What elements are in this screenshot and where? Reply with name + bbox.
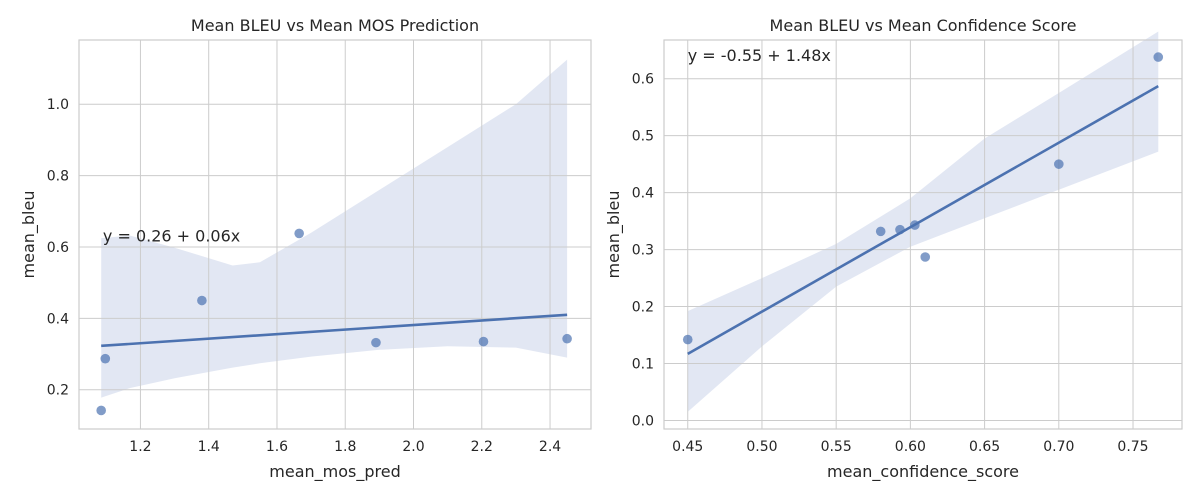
left-y-tick-label: 0.8 [47,169,69,185]
right-y-tick-label: 0.5 [632,129,654,145]
left-data-point [371,337,381,348]
left-y-axis-label: mean_bleu [19,191,39,279]
left-regression-equation: y = 0.26 + 0.06x [103,226,240,245]
left-y-tick-label: 0.4 [47,311,69,327]
right-x-tick-label: 0.50 [746,439,777,455]
left-data-point [478,336,489,347]
left-data-point [96,405,106,416]
right-data-point [895,224,905,235]
left-y-tick-label: 0.6 [47,240,69,256]
right-x-tick-label: 0.45 [672,439,703,455]
left-x-tick-label: 1.6 [266,439,288,455]
left-x-tick-label: 1.4 [198,439,220,455]
right-y-tick-label: 0.0 [632,413,654,429]
left-data-point [294,228,304,239]
right-data-point [682,334,693,345]
left-y-tick-label: 1.0 [47,97,69,113]
right-x-tick-label: 0.65 [969,439,1000,455]
right-regression-equation: y = -0.55 + 1.48x [688,46,831,65]
left-data-point [562,333,572,344]
right-data-point [910,220,920,230]
left-confidence-band [101,59,568,398]
right-data-point [1054,159,1064,169]
left-y-tick-label: 0.2 [47,383,69,399]
right-x-tick-label: 0.75 [1117,439,1148,455]
right-y-tick-label: 0.1 [632,357,654,373]
left-data-point [100,353,111,364]
right-y-axis-label: mean_bleu [604,191,624,279]
right-x-tick-label: 0.70 [1043,439,1074,455]
right-y-tick-label: 0.4 [632,186,654,202]
right-chart-panel: 0.45 0.50 0.55 0.60 0.65 0.70 0.75 0.0 0.1 0.2 0.3… [604,16,1183,482]
right-data-point [920,252,931,262]
right-y-tick-label: 0.3 [632,243,654,259]
right-data-point [875,226,886,237]
left-x-tick-label: 2.2 [471,439,493,455]
left-x-tick-label: 1.8 [334,439,356,455]
left-x-tick-label: 2.0 [402,439,424,455]
right-x-axis-label: mean_confidence_score [827,462,1019,482]
left-chart-panel: 1.2 1.4 1.6 1.8 2.0 2.2 2.4 0.2 0.4 0.6 0.8 1.0 Mea… [19,16,592,482]
left-x-axis-label: mean_mos_pred [269,462,400,482]
right-confidence-band [687,31,1159,412]
right-y-tick-label: 0.6 [632,72,654,88]
left-regression-line [101,313,568,348]
right-x-tick-label: 0.60 [895,439,926,455]
left-data-point [197,295,207,306]
left-plot-frame [78,39,592,430]
right-data-point [1153,52,1164,62]
right-regression-line [687,85,1159,355]
left-x-tick-label: 2.4 [539,439,561,455]
right-chart-title: Mean BLEU vs Mean Confidence Score [770,16,1077,35]
left-x-tick-label: 1.2 [129,439,151,455]
right-plot-frame [663,39,1183,430]
right-y-tick-label: 0.2 [632,300,654,316]
right-x-tick-label: 0.55 [821,439,852,455]
left-chart-title: Mean BLEU vs Mean MOS Prediction [191,16,479,35]
